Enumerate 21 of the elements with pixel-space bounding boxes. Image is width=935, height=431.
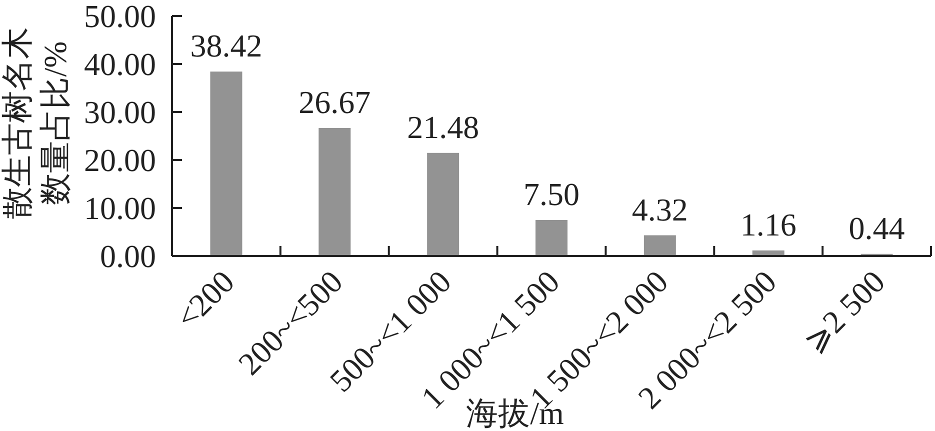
bar bbox=[210, 72, 242, 256]
data-label: 1.16 bbox=[740, 206, 796, 242]
data-label: 21.48 bbox=[407, 108, 480, 145]
y-tick-label: 50.00 bbox=[84, 0, 156, 34]
bar bbox=[644, 235, 676, 256]
data-label: 26.67 bbox=[298, 84, 371, 120]
bar bbox=[536, 220, 568, 256]
y-tick-label: 40.00 bbox=[84, 46, 156, 82]
x-tick-label: <200 bbox=[168, 263, 242, 336]
y-tick-label: 30.00 bbox=[84, 94, 156, 130]
data-label: 4.32 bbox=[632, 191, 688, 228]
data-label: 7.50 bbox=[524, 176, 580, 212]
bar bbox=[318, 128, 351, 256]
bar bbox=[427, 152, 460, 256]
data-label: 0.44 bbox=[848, 210, 905, 246]
data-label: 38.42 bbox=[190, 28, 262, 64]
y-tick-label: 10.00 bbox=[84, 190, 156, 226]
y-axis-title: 散生古树名木数量占比/% bbox=[0, 27, 74, 219]
y-tick-label: 0.00 bbox=[100, 238, 156, 274]
y-tick-label: 20.00 bbox=[84, 142, 156, 178]
x-tick-label: ⩾2 500 bbox=[796, 263, 892, 359]
